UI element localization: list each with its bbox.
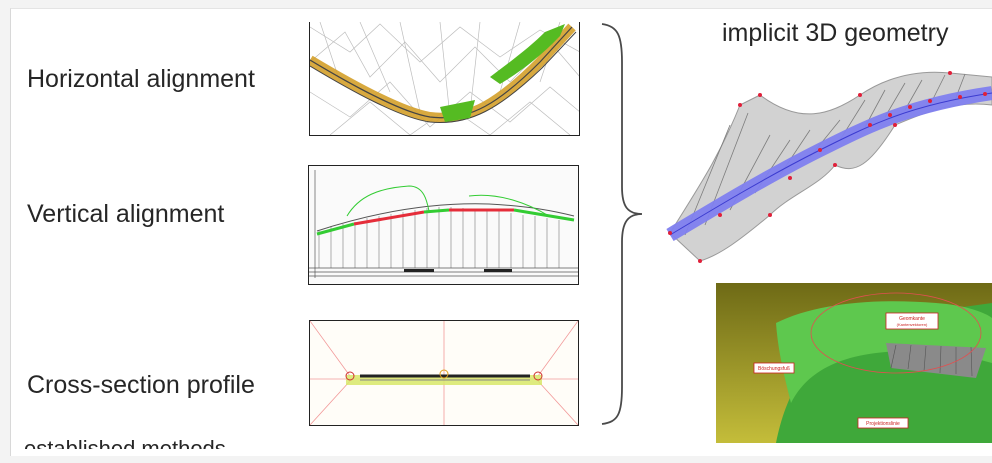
3d-road-geometry <box>660 65 992 270</box>
vertical-alignment-drawing <box>309 166 578 284</box>
cross-section-drawing <box>310 321 578 425</box>
render-tag-2: Böschungsfuß <box>758 366 790 372</box>
horizontal-alignment-drawing <box>310 22 580 135</box>
cross-section-thumbnail <box>309 320 579 426</box>
horizontal-alignment-thumbnail <box>309 22 580 136</box>
vertical-alignment-thumbnail <box>308 165 579 285</box>
3d-terrain-drawing: Geomkante (Kantenvektoren) Böschungsfuß … <box>716 283 992 443</box>
implicit-3d-geometry-title: implicit 3D geometry <box>722 19 948 48</box>
render-tag-1b: (Kantenvektoren) <box>897 322 928 327</box>
3d-terrain-render: Geomkante (Kantenvektoren) Böschungsfuß … <box>716 283 992 443</box>
horizontal-alignment-label: Horizontal alignment <box>27 65 255 94</box>
curly-brace <box>598 22 650 427</box>
vertical-alignment-label: Vertical alignment <box>27 200 224 229</box>
established-methods-label: established methods <box>24 436 226 449</box>
render-tag-3: Projektionslinie <box>866 421 900 427</box>
cross-section-profile-label: Cross-section profile <box>27 371 255 400</box>
